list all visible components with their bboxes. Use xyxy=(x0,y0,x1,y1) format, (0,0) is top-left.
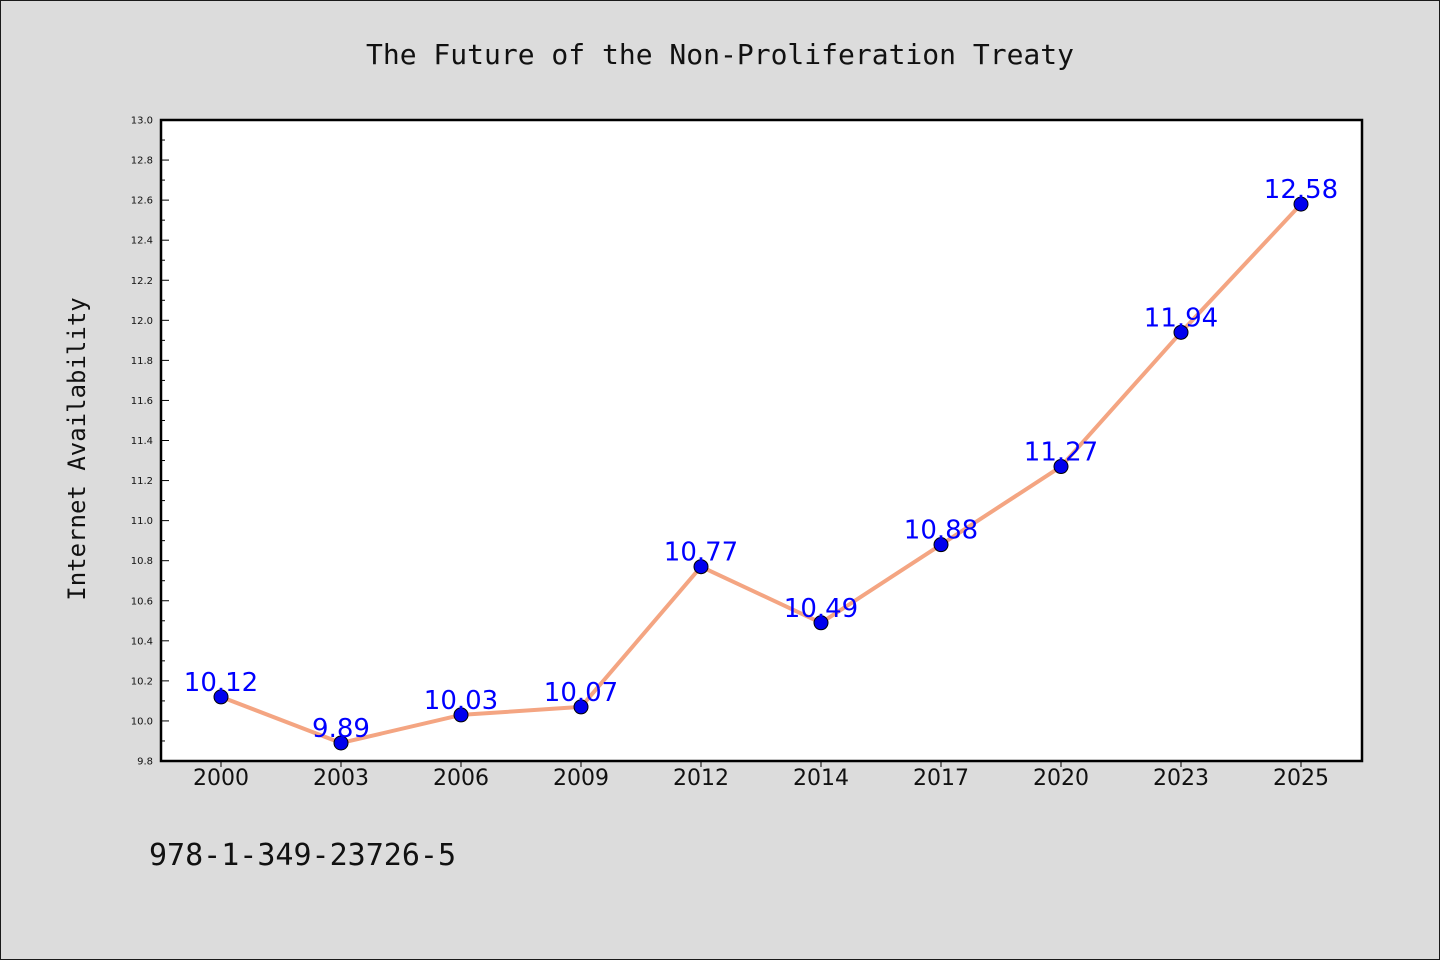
data-point xyxy=(693,559,709,575)
data-point xyxy=(1293,196,1309,212)
data-point xyxy=(453,707,469,723)
x-tick-label: 2014 xyxy=(793,766,849,791)
data-label: 10.12 xyxy=(184,668,258,698)
y-tick-label: 11.8 xyxy=(131,356,153,367)
chart-title: The Future of the Non-Proliferation Trea… xyxy=(366,38,1074,71)
x-tick-label: 2017 xyxy=(913,766,969,791)
data-label: 10.49 xyxy=(784,594,858,624)
y-tick-label: 11.2 xyxy=(131,476,153,487)
x-tick-label: 2012 xyxy=(673,766,729,791)
x-tick-label: 2006 xyxy=(433,766,489,791)
series-layer xyxy=(213,196,1309,751)
series-line xyxy=(219,202,1303,745)
x-tick-label: 2020 xyxy=(1033,766,1089,791)
y-tick-label: 10.8 xyxy=(131,556,153,567)
y-tick-label: 12.8 xyxy=(131,156,153,167)
isbn-text: 978-1-349-23726-5 xyxy=(149,838,456,873)
y-tick-label: 10.6 xyxy=(131,596,153,607)
data-point xyxy=(1053,459,1069,475)
plot-frame xyxy=(159,118,1364,763)
y-tick-label: 10.4 xyxy=(131,636,153,647)
y-axis-label: Internet Availability xyxy=(63,297,91,600)
x-tick-label: 2009 xyxy=(553,766,609,791)
data-label: 11.94 xyxy=(1144,303,1218,333)
y-axis: 9.8 10.0 10.2 10.4 10.6 10.8 11.0 11.2 11.4 11.6 1… xyxy=(131,116,169,768)
data-point xyxy=(213,689,229,705)
y-tick-label: 13.0 xyxy=(131,116,153,127)
y-tick-label: 10.0 xyxy=(131,716,153,727)
y-tick-label: 12.4 xyxy=(131,236,153,247)
y-tick-label: 11.0 xyxy=(131,516,153,527)
x-tick-label: 2000 xyxy=(193,766,249,791)
data-label: 10.77 xyxy=(664,538,738,568)
data-label: 10.88 xyxy=(904,516,978,546)
plot-area xyxy=(161,120,1362,761)
y-tick-label: 12.6 xyxy=(131,196,153,207)
y-tick-label: 12.0 xyxy=(131,316,153,327)
data-label: 10.07 xyxy=(544,678,618,708)
x-axis: 2000 2003 2006 2009 2012 2014 2017 2020 2023 2025 xyxy=(193,761,1329,791)
y-tick-label: 9.8 xyxy=(137,757,153,768)
data-label: 11.27 xyxy=(1024,438,1098,468)
data-point xyxy=(933,537,949,553)
x-tick-label: 2025 xyxy=(1273,766,1329,791)
y-tick-label: 11.4 xyxy=(131,436,153,447)
data-label: 9.89 xyxy=(312,714,370,744)
x-tick-label: 2003 xyxy=(313,766,369,791)
x-tick-label: 2023 xyxy=(1153,766,1209,791)
y-tick-label: 12.2 xyxy=(131,276,153,287)
data-point xyxy=(333,735,349,751)
data-point xyxy=(813,615,829,631)
y-tick-label: 11.6 xyxy=(131,396,153,407)
data-point xyxy=(573,699,589,715)
data-point xyxy=(1173,324,1189,340)
y-tick-label: 10.2 xyxy=(131,676,153,687)
data-label: 12.58 xyxy=(1264,175,1338,205)
data-label: 10.03 xyxy=(424,686,498,716)
data-label-layer: 10.12 9.89 10.03 10.07 10.77 10.49 10.88 11.27 1… xyxy=(184,175,1338,744)
